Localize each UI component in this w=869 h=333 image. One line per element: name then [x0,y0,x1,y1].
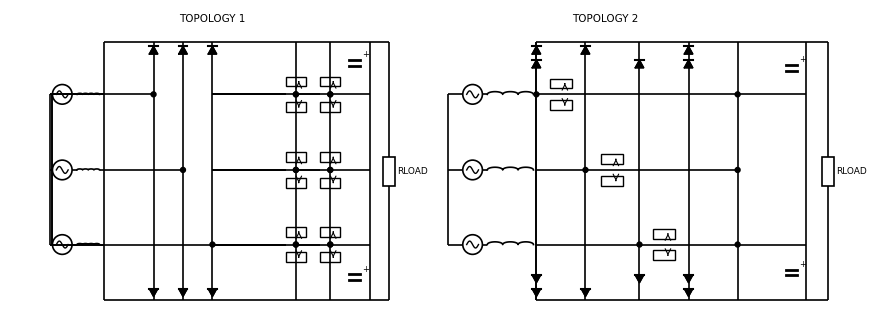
Circle shape [293,242,298,247]
Polygon shape [580,46,589,54]
Polygon shape [634,275,643,283]
Bar [549,79,571,89]
Circle shape [293,242,298,247]
Circle shape [328,242,332,247]
Polygon shape [208,46,216,54]
Text: +: + [362,51,368,60]
Bar [600,176,622,185]
Bar [286,152,305,162]
Bar [320,102,340,112]
Text: TOPOLOGY 2: TOPOLOGY 2 [571,14,638,24]
Polygon shape [580,289,589,297]
Bar [286,77,305,87]
Bar [320,77,340,87]
Bar [286,227,305,237]
Text: +: + [362,264,368,273]
Circle shape [328,92,332,97]
Polygon shape [178,46,187,54]
Polygon shape [208,289,216,297]
Circle shape [734,242,740,247]
Circle shape [293,167,298,172]
Text: RLOAD: RLOAD [396,167,428,176]
Circle shape [534,92,538,97]
Bar [286,178,305,187]
Circle shape [328,167,332,172]
Circle shape [293,92,298,97]
Polygon shape [532,46,541,54]
Polygon shape [683,275,692,283]
Circle shape [734,167,740,172]
Polygon shape [532,289,541,297]
Bar [320,227,340,237]
Text: RLOAD: RLOAD [835,167,866,176]
Bar [653,229,674,239]
Polygon shape [683,60,692,68]
Polygon shape [149,46,157,54]
Circle shape [734,92,740,97]
Circle shape [328,242,332,247]
Circle shape [293,92,298,97]
Circle shape [151,92,156,97]
Polygon shape [532,60,541,68]
Circle shape [636,242,641,247]
Bar [286,102,305,112]
Bar [383,157,395,186]
Circle shape [209,242,215,247]
Circle shape [181,167,185,172]
Bar [320,152,340,162]
Text: +: + [798,260,805,269]
Polygon shape [634,60,643,68]
Polygon shape [683,46,692,54]
Circle shape [293,167,298,172]
Text: TOPOLOGY 1: TOPOLOGY 1 [179,14,245,24]
Bar [320,178,340,187]
Text: +: + [798,55,805,64]
Bar [653,250,674,260]
Circle shape [328,92,332,97]
Bar [286,252,305,262]
Bar [320,252,340,262]
Circle shape [328,167,332,172]
Polygon shape [149,289,157,297]
Polygon shape [532,275,541,283]
Circle shape [582,167,587,172]
Bar [549,100,571,110]
Polygon shape [683,289,692,297]
Bar [600,154,622,164]
Bar [821,157,833,186]
Polygon shape [178,289,187,297]
